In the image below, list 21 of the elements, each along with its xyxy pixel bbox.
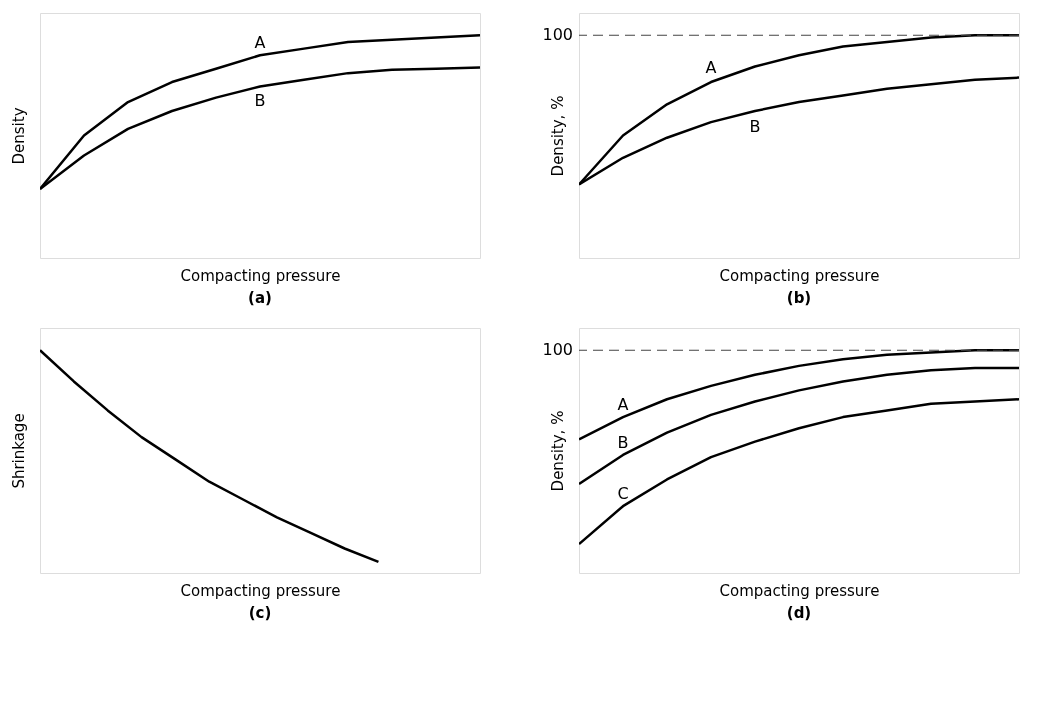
series-label: A: [254, 33, 266, 53]
x-axis-title: Compacting pressure: [719, 266, 880, 285]
ref-line-label: 100: [542, 340, 573, 360]
x-axis-title: Compacting pressure: [180, 581, 341, 600]
x-axis-title: Compacting pressure: [180, 266, 341, 285]
series-label: A: [705, 58, 717, 78]
series-label: B: [254, 90, 266, 110]
text: (d): [786, 604, 812, 622]
y-axis-title: Density, %: [548, 95, 567, 177]
series-label: C: [617, 484, 629, 504]
text: (c): [248, 604, 272, 622]
text: (b): [786, 289, 812, 307]
text: (a): [248, 289, 272, 307]
x-axis-title: Compacting pressure: [719, 581, 880, 600]
y-axis-title: Shrinkage: [9, 413, 28, 489]
series-label: B: [617, 432, 629, 452]
y-axis-title: Density: [9, 107, 28, 165]
y-axis-title: Density, %: [548, 410, 567, 492]
ref-line-label: 100: [542, 25, 573, 45]
series-label: A: [617, 395, 629, 415]
series-label: B: [749, 117, 761, 136]
